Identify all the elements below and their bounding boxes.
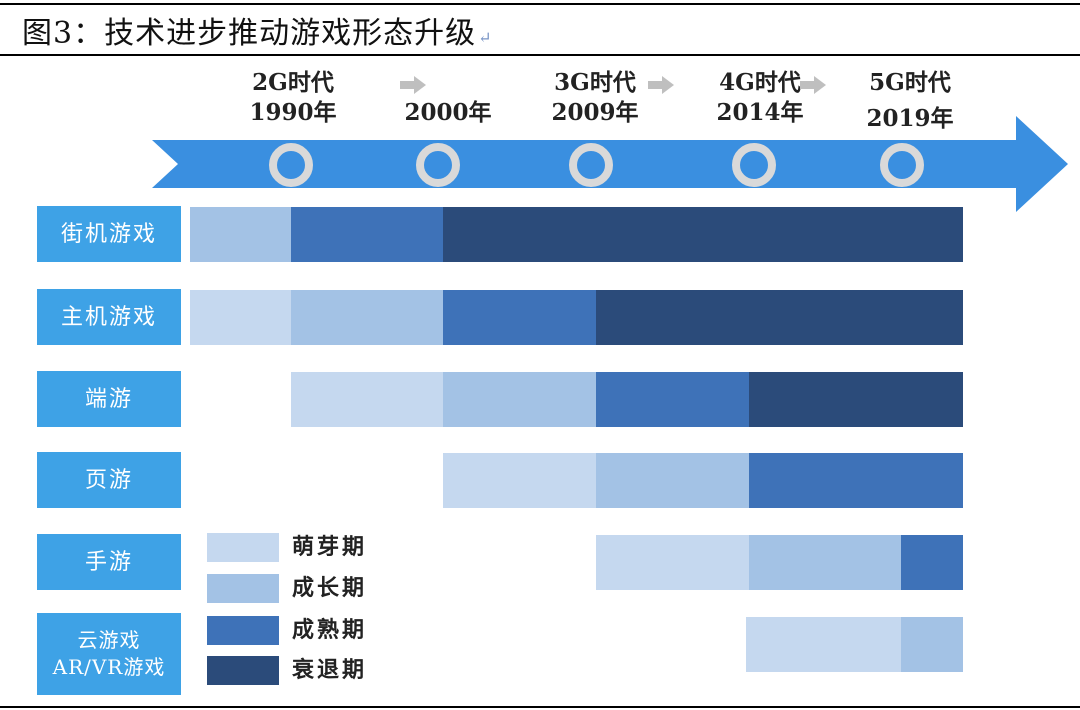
stage-segment	[443, 372, 596, 427]
era-name: 2G时代	[252, 69, 334, 96]
stage-segment	[596, 372, 749, 427]
stage-segment	[596, 535, 749, 590]
gray-arrow-icon	[800, 76, 826, 94]
legend-swatch-sprout	[207, 533, 279, 562]
era-label-2000: 2000年	[383, 68, 513, 128]
era-name: 4G时代	[719, 69, 801, 96]
gray-arrow-icon	[648, 76, 674, 94]
era-year: 1990年	[249, 99, 337, 126]
stage-segment	[901, 535, 963, 590]
row-label-arcade: 街机游戏	[37, 206, 181, 262]
era-year: 2000年	[404, 99, 492, 126]
era-label-3g: 3G时代 2009年	[530, 68, 660, 128]
stage-segment	[596, 453, 749, 508]
era-label-2g: 2G时代 1990年	[228, 68, 358, 128]
title-rule	[0, 54, 1080, 56]
era-year: 2019年	[866, 105, 954, 132]
row-label-web: 页游	[37, 452, 181, 508]
gray-arrow-icon	[400, 76, 426, 94]
stage-segment	[443, 290, 596, 345]
stage-segment	[901, 617, 963, 672]
legend-label-mature: 成熟期	[292, 617, 368, 643]
top-rule	[0, 3, 1080, 5]
row-label-mobile: 手游	[37, 534, 181, 590]
stage-segment	[749, 453, 963, 508]
milestone-icon	[880, 143, 924, 187]
stage-segment	[291, 207, 443, 262]
stage-segment	[746, 617, 901, 672]
row-label-line: 云游戏	[77, 628, 141, 652]
stage-segment	[596, 290, 963, 345]
row-label-cloud-arvr: 云游戏 AR/VR游戏	[37, 613, 181, 695]
milestone-icon	[732, 143, 776, 187]
era-label-4g: 4G时代 2014年	[695, 68, 825, 128]
era-year: 2014年	[716, 99, 804, 126]
stage-segment	[291, 290, 443, 345]
figure-title-text: 图3：技术进步推动游戏形态升级	[22, 16, 477, 51]
era-year: 2009年	[551, 99, 639, 126]
stage-segment	[190, 290, 291, 345]
milestone-icon	[269, 143, 313, 187]
stage-segment	[443, 207, 963, 262]
era-label-5g: 5G时代 2019年	[845, 68, 975, 134]
stage-segment	[291, 372, 443, 427]
row-label-console: 主机游戏	[37, 289, 181, 345]
legend-swatch-mature	[207, 616, 279, 645]
row-label-line: AR/VR游戏	[52, 655, 166, 679]
row-label-pc: 端游	[37, 371, 181, 427]
stage-segment	[443, 453, 596, 508]
stage-segment	[190, 207, 291, 262]
stage-segment	[749, 535, 901, 590]
milestone-icon	[416, 143, 460, 187]
bottom-rule	[0, 706, 1080, 708]
timeline-arrow	[152, 116, 1068, 212]
era-name: 5G时代	[869, 69, 951, 96]
figure-title: 图3：技术进步推动游戏形态升级 ↵	[22, 8, 493, 52]
milestone-icon	[569, 143, 613, 187]
era-name: 3G时代	[554, 69, 636, 96]
legend-label-sprout: 萌芽期	[292, 534, 368, 560]
legend-swatch-growth	[207, 574, 279, 603]
legend-label-growth: 成长期	[292, 575, 368, 601]
stage-segment	[749, 372, 963, 427]
legend-label-decline: 衰退期	[292, 657, 368, 683]
legend-swatch-decline	[207, 656, 279, 685]
return-mark: ↵	[478, 28, 493, 47]
